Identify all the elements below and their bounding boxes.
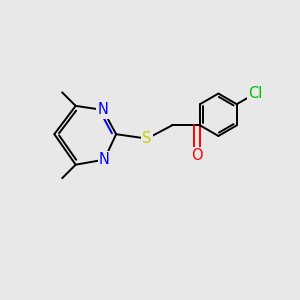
- Text: N: N: [98, 103, 108, 118]
- Text: N: N: [99, 152, 110, 167]
- Text: Cl: Cl: [248, 86, 262, 101]
- Text: O: O: [191, 148, 203, 163]
- Text: S: S: [142, 131, 152, 146]
